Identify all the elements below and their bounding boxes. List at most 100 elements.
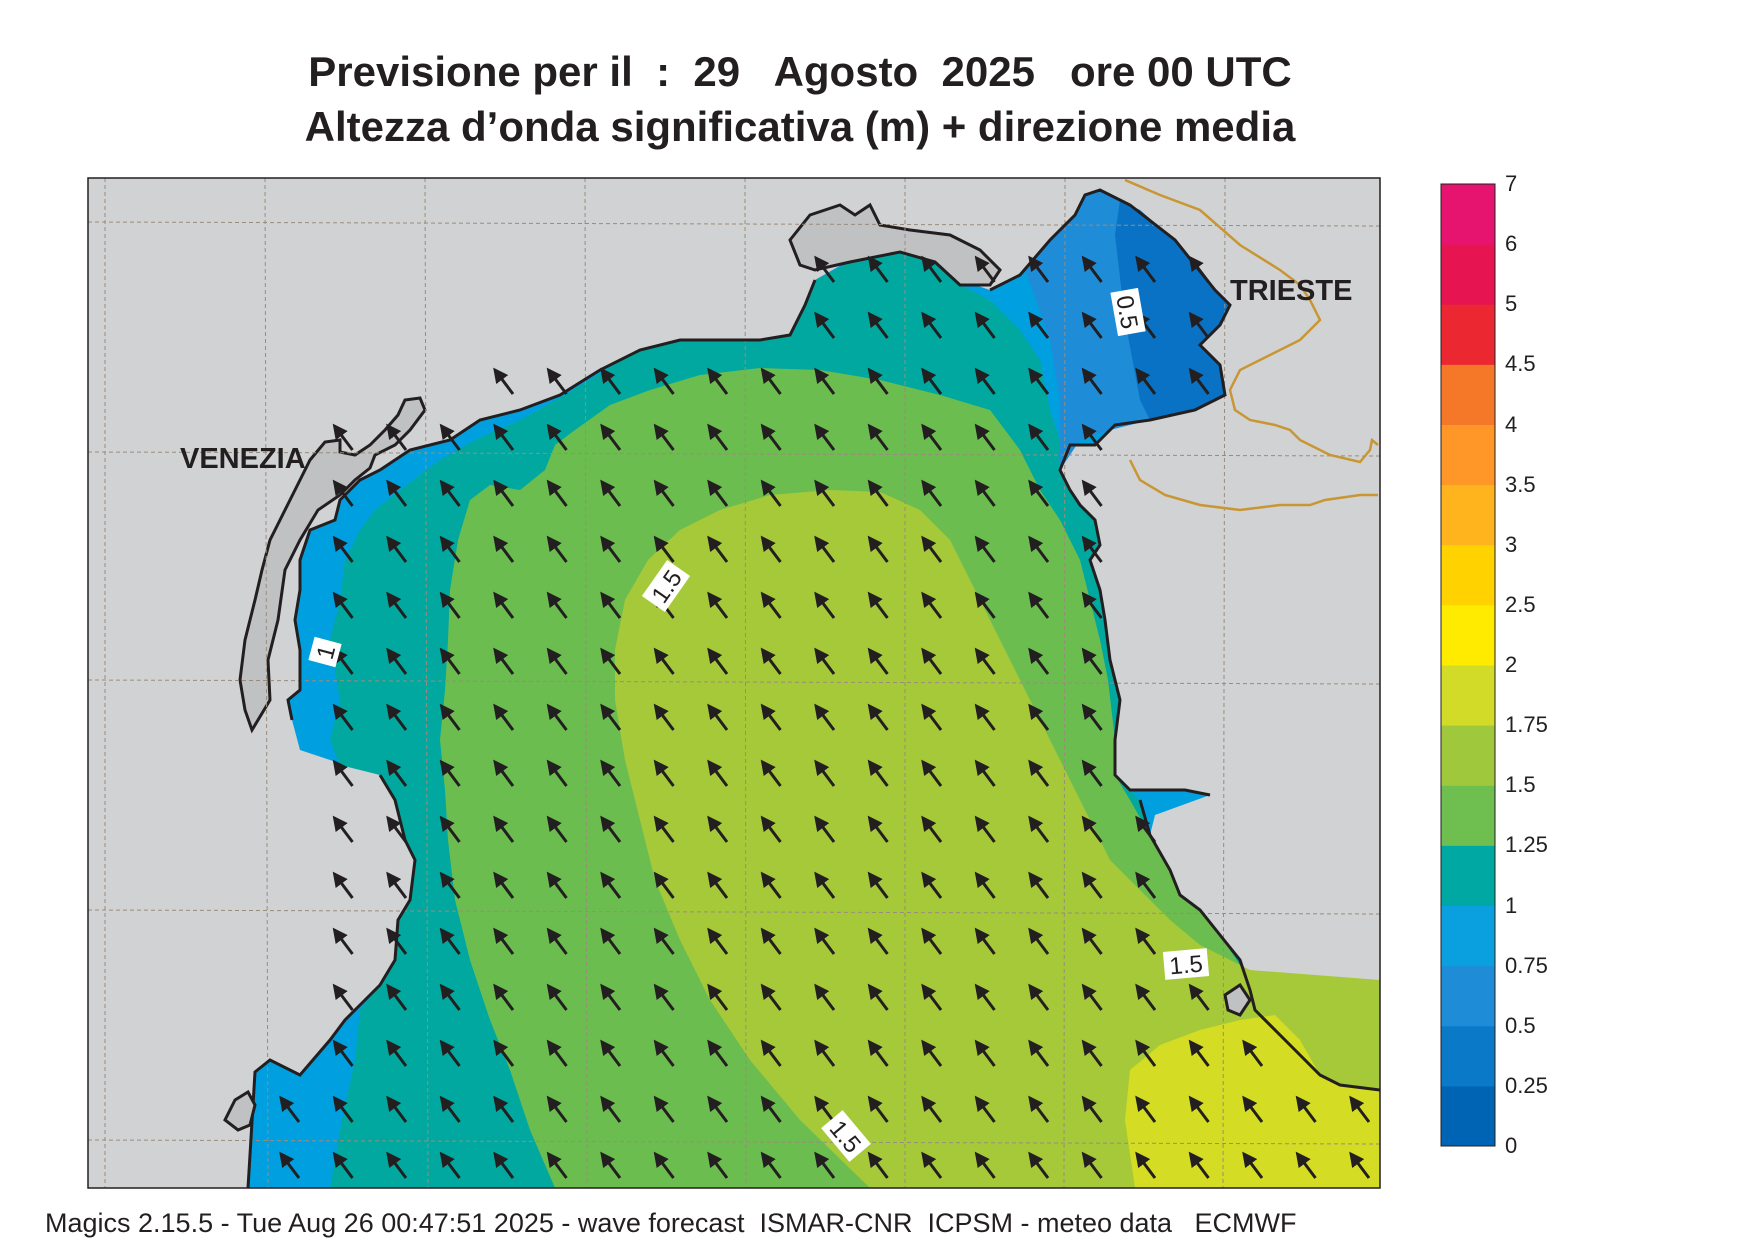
wave-direction-arrow [600, 591, 622, 619]
wave-direction-arrow [760, 1095, 782, 1123]
wave-direction-arrow [1081, 1151, 1103, 1179]
colorbar-tick: 3 [1505, 531, 1518, 557]
wave-direction-arrow [921, 647, 943, 675]
wave-direction-arrow [867, 311, 889, 339]
wave-direction-arrow [439, 535, 461, 563]
wave-direction-arrow [600, 367, 622, 395]
wave-direction-arrow [546, 591, 568, 619]
map-frame [87, 177, 1381, 1189]
wave-direction-arrow [493, 479, 515, 507]
wave-direction-arrow [546, 1039, 568, 1067]
colorbar-swatch [1441, 604, 1495, 666]
wave-direction-arrow [921, 759, 943, 787]
wave-direction-arrow [546, 647, 568, 675]
colorbar-swatch [1441, 304, 1495, 365]
contour-label-text: 0.5 [1110, 293, 1142, 331]
colorbar-tick: 0 [1505, 1133, 1518, 1158]
wave-direction-arrows [279, 255, 1371, 1179]
wave-direction-arrow [439, 1039, 461, 1067]
wave-direction-arrow [439, 591, 461, 619]
wave-direction-arrow [332, 927, 354, 955]
wave-direction-arrow [921, 983, 943, 1011]
wave-direction-arrow [974, 647, 996, 675]
wave-direction-arrow [814, 1151, 836, 1179]
wave-direction-arrow [332, 1151, 354, 1179]
wave-direction-arrow [814, 535, 836, 563]
wave-direction-arrow [600, 759, 622, 787]
wave-direction-arrow [1135, 1095, 1157, 1123]
wave-direction-arrow [814, 647, 836, 675]
wave-direction-arrow [1028, 927, 1050, 955]
wave-direction-arrow [1028, 1095, 1050, 1123]
wave-direction-arrow [439, 479, 461, 507]
country-border [1124, 178, 1379, 464]
wave-direction-arrow [814, 255, 836, 283]
wave-direction-arrow [1081, 871, 1103, 899]
wave-direction-arrow [653, 703, 675, 731]
colorbar-tick: 6 [1505, 231, 1518, 257]
wave-direction-arrow [1295, 1095, 1317, 1123]
wave-direction-arrow [332, 1039, 354, 1067]
wave-direction-arrow [921, 255, 943, 283]
wave-direction-arrow [493, 367, 515, 395]
wave-direction-arrow [921, 1151, 943, 1179]
wave-direction-arrow [1135, 255, 1157, 283]
wave-direction-arrow [867, 703, 889, 731]
wave-direction-arrow [1135, 815, 1157, 843]
colorbar-frame [1440, 183, 1496, 1147]
colorbar-swatch [1441, 184, 1495, 245]
wave-direction-arrow [867, 535, 889, 563]
wave-direction-arrow [546, 703, 568, 731]
wave-direction-arrow [493, 815, 515, 843]
wave-direction-arrow [760, 647, 782, 675]
wave-direction-arrow [653, 759, 675, 787]
wave-direction-arrow [760, 423, 782, 451]
wave-direction-arrow [1081, 1095, 1103, 1123]
wave-direction-arrow [1349, 1095, 1371, 1123]
wave-direction-arrow [707, 927, 729, 955]
wave-direction-arrow [332, 479, 354, 507]
wave-direction-arrow [707, 591, 729, 619]
wave-direction-arrow [760, 871, 782, 899]
wave-direction-arrow [814, 1039, 836, 1067]
wave-direction-arrow [814, 311, 836, 339]
wave-direction-arrow [867, 1039, 889, 1067]
wave-direction-arrow [493, 423, 515, 451]
land-grado-lagoon [788, 202, 1002, 287]
city-label-trieste: TRIESTE [1230, 275, 1352, 307]
wave-direction-arrow [1028, 367, 1050, 395]
wave-direction-arrow [867, 647, 889, 675]
wave-direction-arrow [493, 983, 515, 1011]
wave-direction-arrow [546, 1151, 568, 1179]
wave-direction-arrow [386, 703, 408, 731]
wave-direction-arrow [867, 479, 889, 507]
wave-direction-arrow [546, 983, 568, 1011]
wave-direction-arrow [386, 479, 408, 507]
wave-direction-arrow [974, 311, 996, 339]
wave-direction-arrow [867, 983, 889, 1011]
colorbar-tick: 1.75 [1505, 712, 1548, 738]
wave-direction-arrow [1081, 591, 1103, 619]
wave-direction-arrow [921, 1039, 943, 1067]
colorbar-tick: 0.75 [1505, 952, 1548, 978]
sea-zone-1.5 [615, 490, 1380, 1188]
wave-direction-arrow [1188, 255, 1210, 283]
wave-direction-arrow [386, 535, 408, 563]
wave-direction-arrow [814, 367, 836, 395]
wave-direction-arrow [546, 759, 568, 787]
wave-direction-arrow [386, 591, 408, 619]
wave-direction-arrow [1188, 311, 1210, 339]
wave-direction-arrow [279, 1095, 301, 1123]
wave-direction-arrow [546, 815, 568, 843]
wave-direction-arrow [760, 367, 782, 395]
wave-direction-arrow [493, 1039, 515, 1067]
wave-direction-arrow [332, 535, 354, 563]
colorbar-tick: 4 [1505, 411, 1518, 437]
wave-direction-arrow [493, 1151, 515, 1179]
colorbar-swatch [1441, 424, 1495, 486]
wave-direction-arrow [1028, 423, 1050, 451]
page-title: Previsione per il : 29 Agosto 2025 ore 0… [308, 48, 1292, 95]
wave-direction-arrow [653, 1151, 675, 1179]
wave-direction-arrow [439, 871, 461, 899]
colorbar-swatch [1441, 1025, 1495, 1087]
